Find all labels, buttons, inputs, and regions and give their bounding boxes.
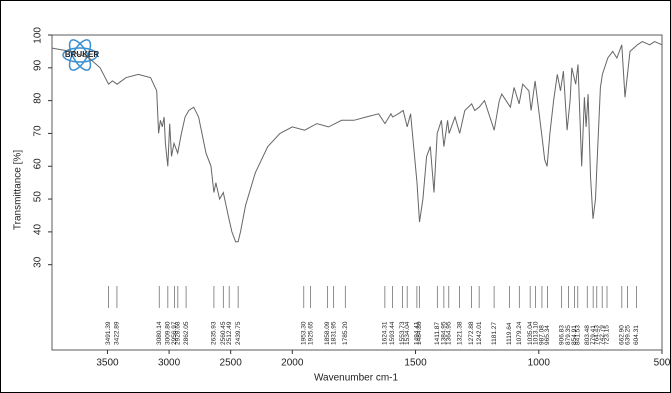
peak-label: 1624.31 (382, 321, 389, 345)
y-tick-label: 70 (33, 125, 44, 137)
peak-label: 2635.93 (211, 321, 218, 345)
peak-label: 1321.38 (456, 321, 463, 345)
x-tick-label: 3000 (158, 358, 181, 369)
peak-label: 1831.95 (330, 321, 337, 345)
peak-label: 2512.49 (226, 321, 233, 345)
peak-label: 662.90 (619, 325, 626, 345)
plot-frame (51, 34, 663, 351)
peak-label: 1411.87 (434, 322, 441, 345)
peak-label: 965.34 (544, 325, 551, 345)
peak-label: 723.15 (604, 325, 611, 345)
peak-label: 3080.14 (156, 321, 163, 345)
x-tick-label: 500 (654, 358, 671, 369)
peak-label: 987.08 (539, 325, 546, 345)
peak-label: 764.43 (594, 325, 601, 345)
y-tick-label: 80 (33, 92, 44, 104)
peak-label: 3422.89 (114, 321, 121, 345)
peak-label: 1534.04 (404, 321, 411, 345)
y-tick-label: 30 (33, 256, 44, 268)
peak-label: 1013.10 (532, 321, 539, 345)
x-tick-label: 2500 (220, 358, 243, 369)
peak-label: 1384.95 (441, 321, 448, 345)
peak-label: 2928.68 (175, 321, 182, 345)
x-tick-label: 1000 (528, 358, 551, 369)
peak-label: 1079.24 (516, 321, 523, 345)
peak-label: 1181.27 (491, 322, 498, 345)
peak-label: 742.79 (599, 325, 606, 345)
peak-label: 2862.05 (183, 321, 190, 345)
peak-label: 3491.39 (105, 321, 112, 345)
peak-label: 854.91 (571, 325, 578, 345)
peak-label: 2439.75 (235, 321, 242, 345)
peak-label: 906.83 (558, 325, 565, 345)
peak-label: 1484.80 (416, 321, 423, 345)
y-axis-label: Transmittance [%] (13, 150, 24, 230)
peak-label: 1119.64 (506, 322, 513, 345)
x-tick-label: 2000 (281, 358, 304, 369)
peak-label: 1272.88 (468, 321, 475, 345)
peak-label: 1553.73 (399, 321, 406, 345)
peak-label: 879.35 (565, 325, 572, 345)
peak-label: 1242.01 (476, 321, 483, 345)
peak-label: 1593.44 (389, 321, 396, 345)
peak-label: 803.48 (584, 325, 591, 345)
y-tick-label: 100 (33, 27, 44, 44)
logo-icon (62, 39, 98, 71)
x-axis-label: Wavenumber cm-1 (314, 373, 399, 384)
y-tick-label: 40 (33, 223, 44, 235)
peak-label: 3009.80 (165, 321, 172, 345)
peak-label: 2956.97 (171, 321, 178, 345)
logo-text: BRUKER (65, 50, 99, 59)
x-tick-label: 3500 (96, 358, 119, 369)
peak-label: 779.41 (590, 325, 597, 345)
peak-label: 604.31 (633, 325, 640, 345)
y-tick-label: 60 (33, 158, 44, 170)
x-tick-label: 1500 (404, 358, 427, 369)
peak-label: 1785.20 (342, 321, 349, 345)
peak-label: 841.53 (575, 325, 582, 345)
peak-label: 1925.65 (307, 321, 314, 345)
peak-label: 1953.30 (301, 321, 308, 345)
peak-label: 1494.41 (414, 321, 421, 345)
y-tick-label: 90 (33, 59, 44, 71)
peak-label: 2560.45 (220, 321, 227, 345)
spectrum-line (51, 41, 663, 243)
peak-label: 1364.95 (446, 321, 453, 345)
y-tick-label: 50 (33, 191, 44, 203)
peak-label: 639.25 (624, 325, 631, 345)
peak-label: 1858.09 (324, 321, 331, 345)
peak-label: 1035.04 (527, 321, 534, 345)
